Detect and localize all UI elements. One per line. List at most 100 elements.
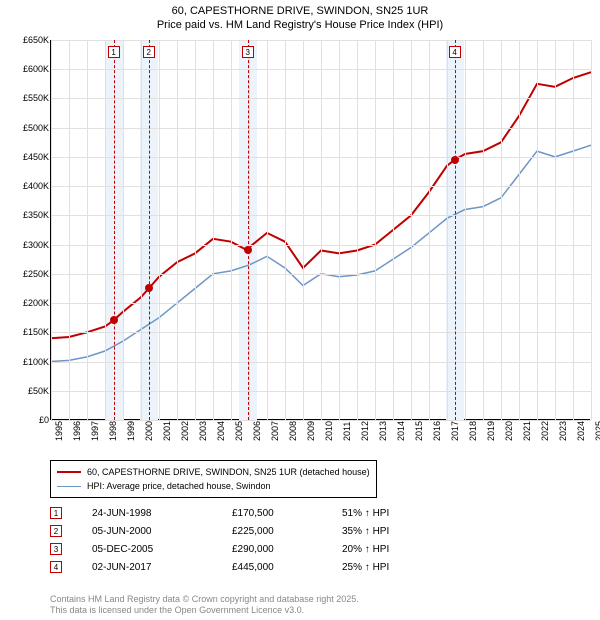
marker-line — [455, 40, 456, 420]
x-tick-label: 2012 — [360, 421, 370, 441]
footnote-line-1: Contains HM Land Registry data © Crown c… — [50, 594, 590, 605]
x-tick-label: 2010 — [324, 421, 334, 441]
y-tick-label: £0 — [9, 415, 49, 425]
y-tick-label: £300K — [9, 240, 49, 250]
x-tick-label: 2002 — [180, 421, 190, 441]
event-marker-box: 1 — [50, 507, 62, 519]
gridline-v — [195, 40, 196, 420]
x-tick-label: 2024 — [576, 421, 586, 441]
gridline-v — [465, 40, 466, 420]
x-tick-label: 2020 — [504, 421, 514, 441]
legend-label-1: HPI: Average price, detached house, Swin… — [87, 481, 270, 491]
gridline-v — [375, 40, 376, 420]
gridline-v — [69, 40, 70, 420]
marker-line — [149, 40, 150, 420]
gridline-v — [285, 40, 286, 420]
gridline-v — [519, 40, 520, 420]
y-tick-label: £250K — [9, 269, 49, 279]
gridline-v — [357, 40, 358, 420]
gridline-v — [411, 40, 412, 420]
x-tick-label: 2008 — [288, 421, 298, 441]
marker-dot — [110, 316, 118, 324]
marker-dot — [244, 246, 252, 254]
gridline-v — [501, 40, 502, 420]
marker-dot — [451, 156, 459, 164]
x-tick-label: 2021 — [522, 421, 532, 441]
event-row: 4 02-JUN-2017£445,00025% ↑ HPI — [50, 558, 442, 576]
marker-line — [248, 40, 249, 420]
y-tick-label: £500K — [9, 123, 49, 133]
gridline-v — [159, 40, 160, 420]
y-tick-label: £150K — [9, 327, 49, 337]
x-tick-label: 2001 — [162, 421, 172, 441]
legend-row: 60, CAPESTHORNE DRIVE, SWINDON, SN25 1UR… — [57, 465, 370, 479]
y-tick-label: £400K — [9, 181, 49, 191]
event-date: 24-JUN-1998 — [92, 508, 232, 519]
event-pct: 20% ↑ HPI — [342, 544, 442, 555]
x-tick-label: 2017 — [450, 421, 460, 441]
event-price: £225,000 — [232, 526, 342, 537]
x-tick-label: 2004 — [216, 421, 226, 441]
y-tick-label: £350K — [9, 210, 49, 220]
legend: 60, CAPESTHORNE DRIVE, SWINDON, SN25 1UR… — [50, 460, 377, 498]
gridline-v — [429, 40, 430, 420]
event-price: £170,500 — [232, 508, 342, 519]
gridline-v — [267, 40, 268, 420]
title-line-2: Price paid vs. HM Land Registry's House … — [0, 18, 600, 32]
x-tick-label: 1996 — [72, 421, 82, 441]
event-pct: 51% ↑ HPI — [342, 508, 442, 519]
x-tick-label: 2019 — [486, 421, 496, 441]
gridline-v — [105, 40, 106, 420]
legend-label-0: 60, CAPESTHORNE DRIVE, SWINDON, SN25 1UR… — [87, 467, 370, 477]
gridline-v — [51, 40, 52, 420]
event-pct: 35% ↑ HPI — [342, 526, 442, 537]
y-tick-label: £550K — [9, 93, 49, 103]
event-price: £445,000 — [232, 562, 342, 573]
y-tick-label: £650K — [9, 35, 49, 45]
event-marker-box: 2 — [50, 525, 62, 537]
footnote: Contains HM Land Registry data © Crown c… — [50, 594, 590, 617]
x-tick-label: 2011 — [342, 422, 352, 441]
x-tick-label: 1999 — [126, 421, 136, 441]
marker-box: 2 — [143, 46, 155, 58]
event-row: 305-DEC-2005£290,00020% ↑ HPI — [50, 540, 442, 558]
event-date: 05-JUN-2000 — [92, 526, 232, 537]
chart-area: £0£50K£100K£150K£200K£250K£300K£350K£400… — [50, 40, 590, 420]
legend-swatch-1 — [57, 486, 81, 487]
plot-region: £0£50K£100K£150K£200K£250K£300K£350K£400… — [50, 40, 590, 420]
gridline-v — [555, 40, 556, 420]
x-tick-label: 2015 — [414, 421, 424, 441]
x-tick-label: 2016 — [432, 421, 442, 441]
x-tick-label: 2025 — [594, 421, 600, 441]
y-tick-label: £200K — [9, 298, 49, 308]
x-tick-label: 1997 — [90, 421, 100, 441]
event-row: 2 05-JUN-2000£225,00035% ↑ HPI — [50, 522, 442, 540]
gridline-v — [303, 40, 304, 420]
event-marker-box: 4 — [50, 561, 62, 573]
gridline-v — [393, 40, 394, 420]
chart-title-block: 60, CAPESTHORNE DRIVE, SWINDON, SN25 1UR… — [0, 0, 600, 35]
gridline-v — [249, 40, 250, 420]
gridline-v — [339, 40, 340, 420]
gridline-v — [231, 40, 232, 420]
y-tick-label: £450K — [9, 152, 49, 162]
event-date: 05-DEC-2005 — [92, 544, 232, 555]
event-table: 1 24-JUN-1998£170,50051% ↑ HPI 2 05-JUN-200… — [50, 504, 442, 576]
gridline-v — [123, 40, 124, 420]
marker-box: 3 — [242, 46, 254, 58]
gridline-v — [573, 40, 574, 420]
y-tick-label: £100K — [9, 357, 49, 367]
x-tick-label: 2013 — [378, 421, 388, 441]
event-date: 02-JUN-2017 — [92, 562, 232, 573]
gridline-v — [321, 40, 322, 420]
x-tick-label: 2003 — [198, 421, 208, 441]
x-tick-label: 2014 — [396, 421, 406, 441]
gridline-v — [213, 40, 214, 420]
x-tick-label: 2005 — [234, 421, 244, 441]
gridline-v — [141, 40, 142, 420]
x-tick-label: 2018 — [468, 421, 478, 441]
event-pct: 25% ↑ HPI — [342, 562, 442, 573]
x-tick-label: 2022 — [540, 421, 550, 441]
gridline-v — [537, 40, 538, 420]
gridline-v — [483, 40, 484, 420]
